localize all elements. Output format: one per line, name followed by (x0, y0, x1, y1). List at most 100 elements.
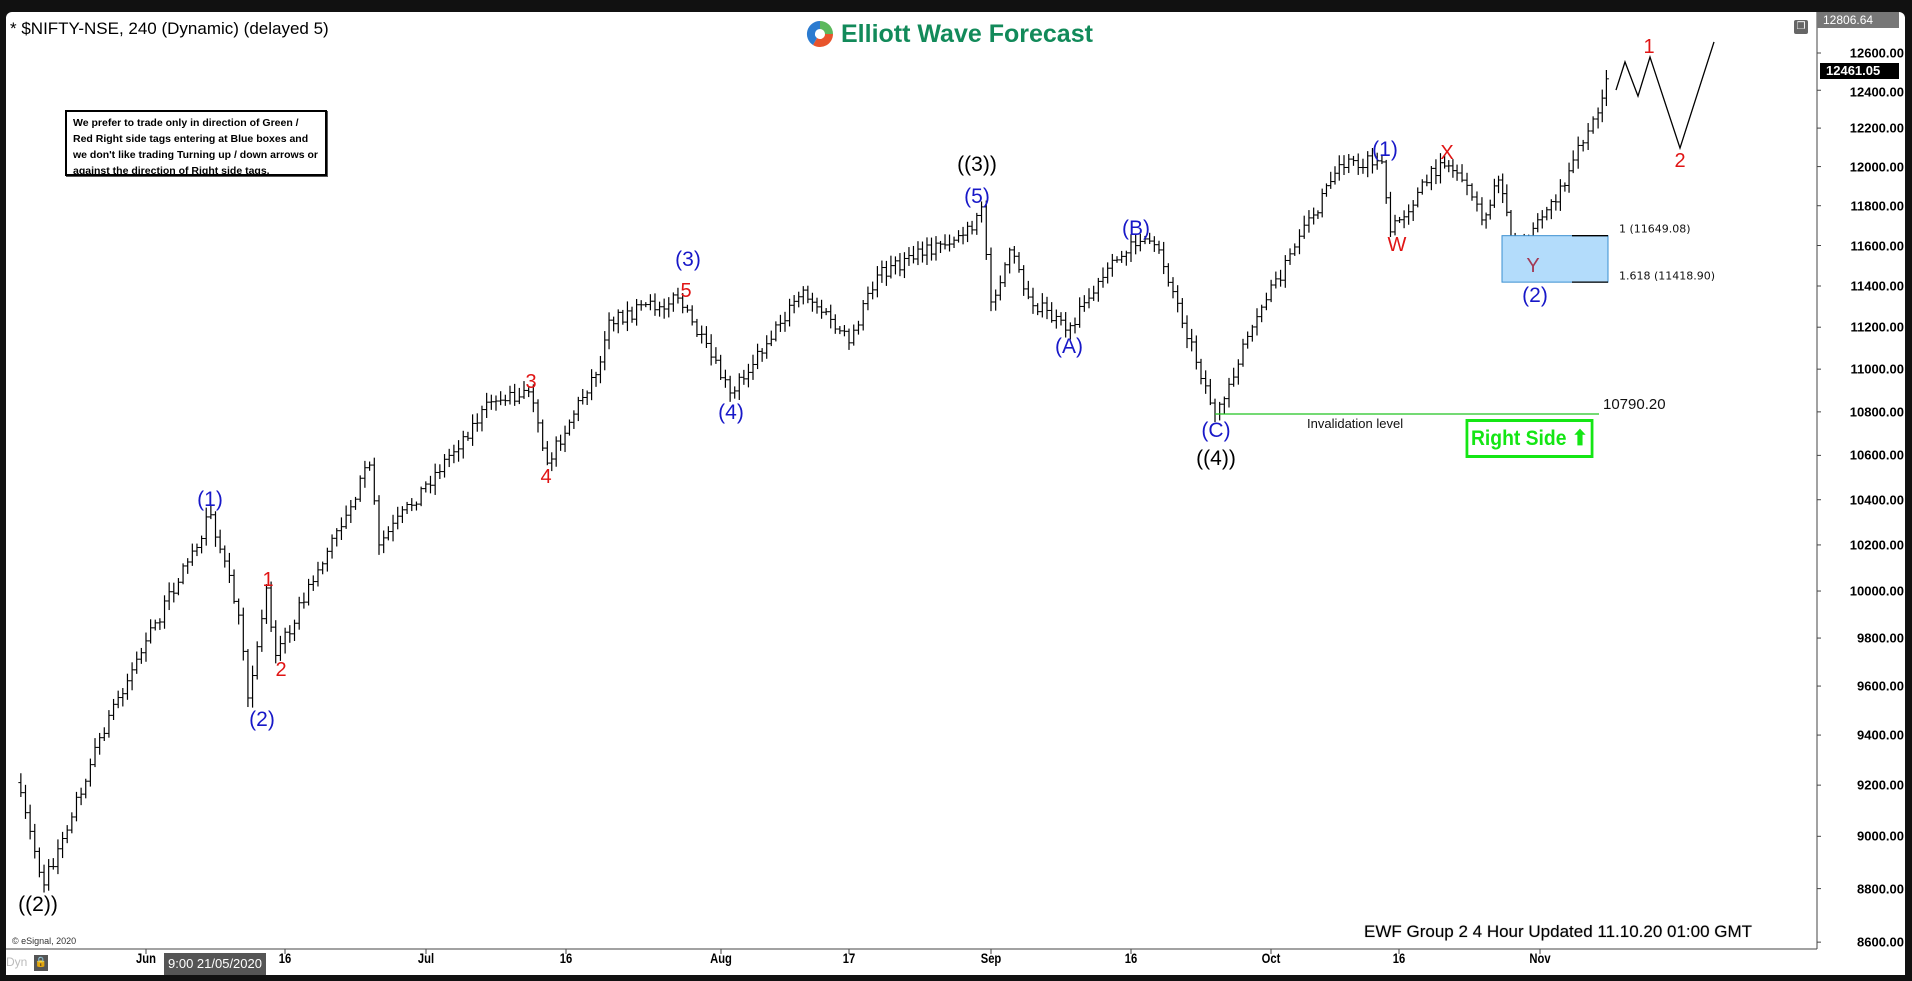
ohlc-bar (1035, 303, 1041, 316)
ohlc-bar (558, 434, 564, 451)
ohlc-bar (814, 297, 820, 314)
ohlc-bar (166, 582, 172, 611)
ohlc-bar (1198, 358, 1204, 385)
ohlc-bar (1464, 172, 1470, 196)
ohlc-bar (1091, 285, 1097, 301)
x-tick-label: 16 (559, 950, 573, 966)
ohlc-bar (189, 543, 195, 566)
ohlc-bar (343, 505, 349, 529)
ohlc-bar (488, 394, 494, 410)
ohlc-bar (1535, 213, 1541, 233)
ohlc-bar (152, 619, 158, 631)
ohlc-bar (18, 773, 24, 797)
lock-icon[interactable]: 🔒 (34, 955, 48, 971)
ohlc-bar (703, 326, 709, 349)
ohlc-bar (1433, 159, 1439, 185)
ohlc-bar (263, 584, 269, 624)
ohlc-bar (1053, 309, 1059, 329)
ohlc-bar (589, 369, 595, 401)
ohlc-bar (997, 275, 1003, 301)
ohlc-bar (92, 738, 98, 768)
wave-label: (2) (1522, 284, 1548, 307)
ohlc-bar (841, 325, 847, 337)
ohlc-bar (1081, 295, 1087, 312)
ohlc-bar (423, 481, 429, 493)
ohlc-bar (787, 298, 793, 327)
ohlc-bar (1350, 155, 1356, 166)
y-tick-label: 9600.00 (1857, 678, 1904, 694)
ohlc-bar (1341, 155, 1347, 175)
ohlc-bar (1292, 243, 1298, 256)
logo-swirl-icon (806, 20, 834, 48)
ohlc-bar (796, 291, 802, 308)
ohlc-bar (1496, 175, 1502, 194)
ohlc-bar (1044, 296, 1050, 320)
ohlc-bar (1570, 150, 1576, 174)
ohlc-bar (1590, 116, 1596, 134)
restore-window-icon[interactable]: ❐ (1794, 20, 1808, 34)
ohlc-bar (484, 392, 490, 418)
ohlc-bar (175, 578, 181, 596)
ohlc-bar (684, 304, 690, 313)
y-tick-label: 12600.00 (1849, 45, 1904, 61)
y-tick-label: 11000.00 (1850, 361, 1904, 377)
ohlc-bar (566, 419, 572, 436)
ohlc-bar (988, 247, 994, 312)
ohlc-bar (180, 563, 186, 585)
ohlc-bar (759, 348, 765, 362)
ohlc-bar (888, 255, 894, 279)
ohlc-bar (1263, 292, 1269, 311)
ohlc-bar (865, 286, 871, 311)
ohlc-bar (217, 529, 223, 554)
ohlc-bar (1311, 207, 1317, 225)
ohlc-bar (456, 440, 462, 462)
ohlc-bar (1599, 89, 1605, 123)
ohlc-bar (1095, 277, 1101, 302)
ohlc-bar (60, 831, 66, 859)
ohlc-bar (689, 305, 695, 326)
trading-note: We prefer to trade only in direction of … (65, 110, 327, 177)
ohlc-bar (1273, 271, 1279, 289)
ohlc-bar (1301, 215, 1307, 239)
ohlc-bar (611, 316, 617, 332)
ohlc-bar (1086, 288, 1092, 309)
ohlc-bar (1067, 322, 1073, 340)
wave-label: 2 (1674, 150, 1686, 172)
ohlc-bar (1156, 240, 1162, 254)
ohlc-bar (1566, 162, 1572, 193)
ohlc-bar (965, 221, 971, 243)
ohlc-bar (1557, 179, 1563, 211)
ohlc-bar (924, 237, 930, 265)
ohlc-bar (1021, 265, 1027, 296)
ohlc-bar (245, 649, 251, 708)
ohlc-bar (521, 381, 527, 399)
ohlc-bar (1454, 164, 1460, 181)
ohlc-bar (437, 464, 443, 480)
last-price-tag: 12461.05 (1820, 63, 1899, 79)
ohlc-bar (498, 391, 504, 406)
ohlc-bar (1383, 159, 1389, 204)
ohlc-bar (947, 234, 953, 252)
ohlc-bar (329, 534, 335, 559)
ohlc-bar (1397, 216, 1403, 223)
ohlc-bar (236, 598, 242, 625)
ohlc-bar (409, 498, 415, 512)
ohlc-bar (101, 727, 107, 742)
ohlc-bar (562, 425, 568, 453)
x-tick-label: Oct (1261, 950, 1281, 966)
y-tick-label: 10200.00 (1849, 537, 1904, 553)
ohlc-bar (1249, 324, 1255, 342)
ohlc-bar (1315, 210, 1321, 219)
ohlc-bar (938, 240, 944, 253)
chart-title: * $NIFTY-NSE, 240 (Dynamic) (delayed 5) (10, 19, 329, 38)
ohlc-bar (268, 581, 274, 632)
ohlc-bar (1328, 171, 1334, 189)
copyright: © eSignal, 2020 (12, 936, 77, 946)
ohlc-bar (828, 304, 834, 329)
ohlc-bar (427, 475, 433, 494)
x-tick-label: Nov (1529, 950, 1551, 966)
ohlc-bar (722, 369, 728, 388)
ohlc-bar (575, 396, 581, 422)
ohlc-bar (666, 297, 672, 318)
